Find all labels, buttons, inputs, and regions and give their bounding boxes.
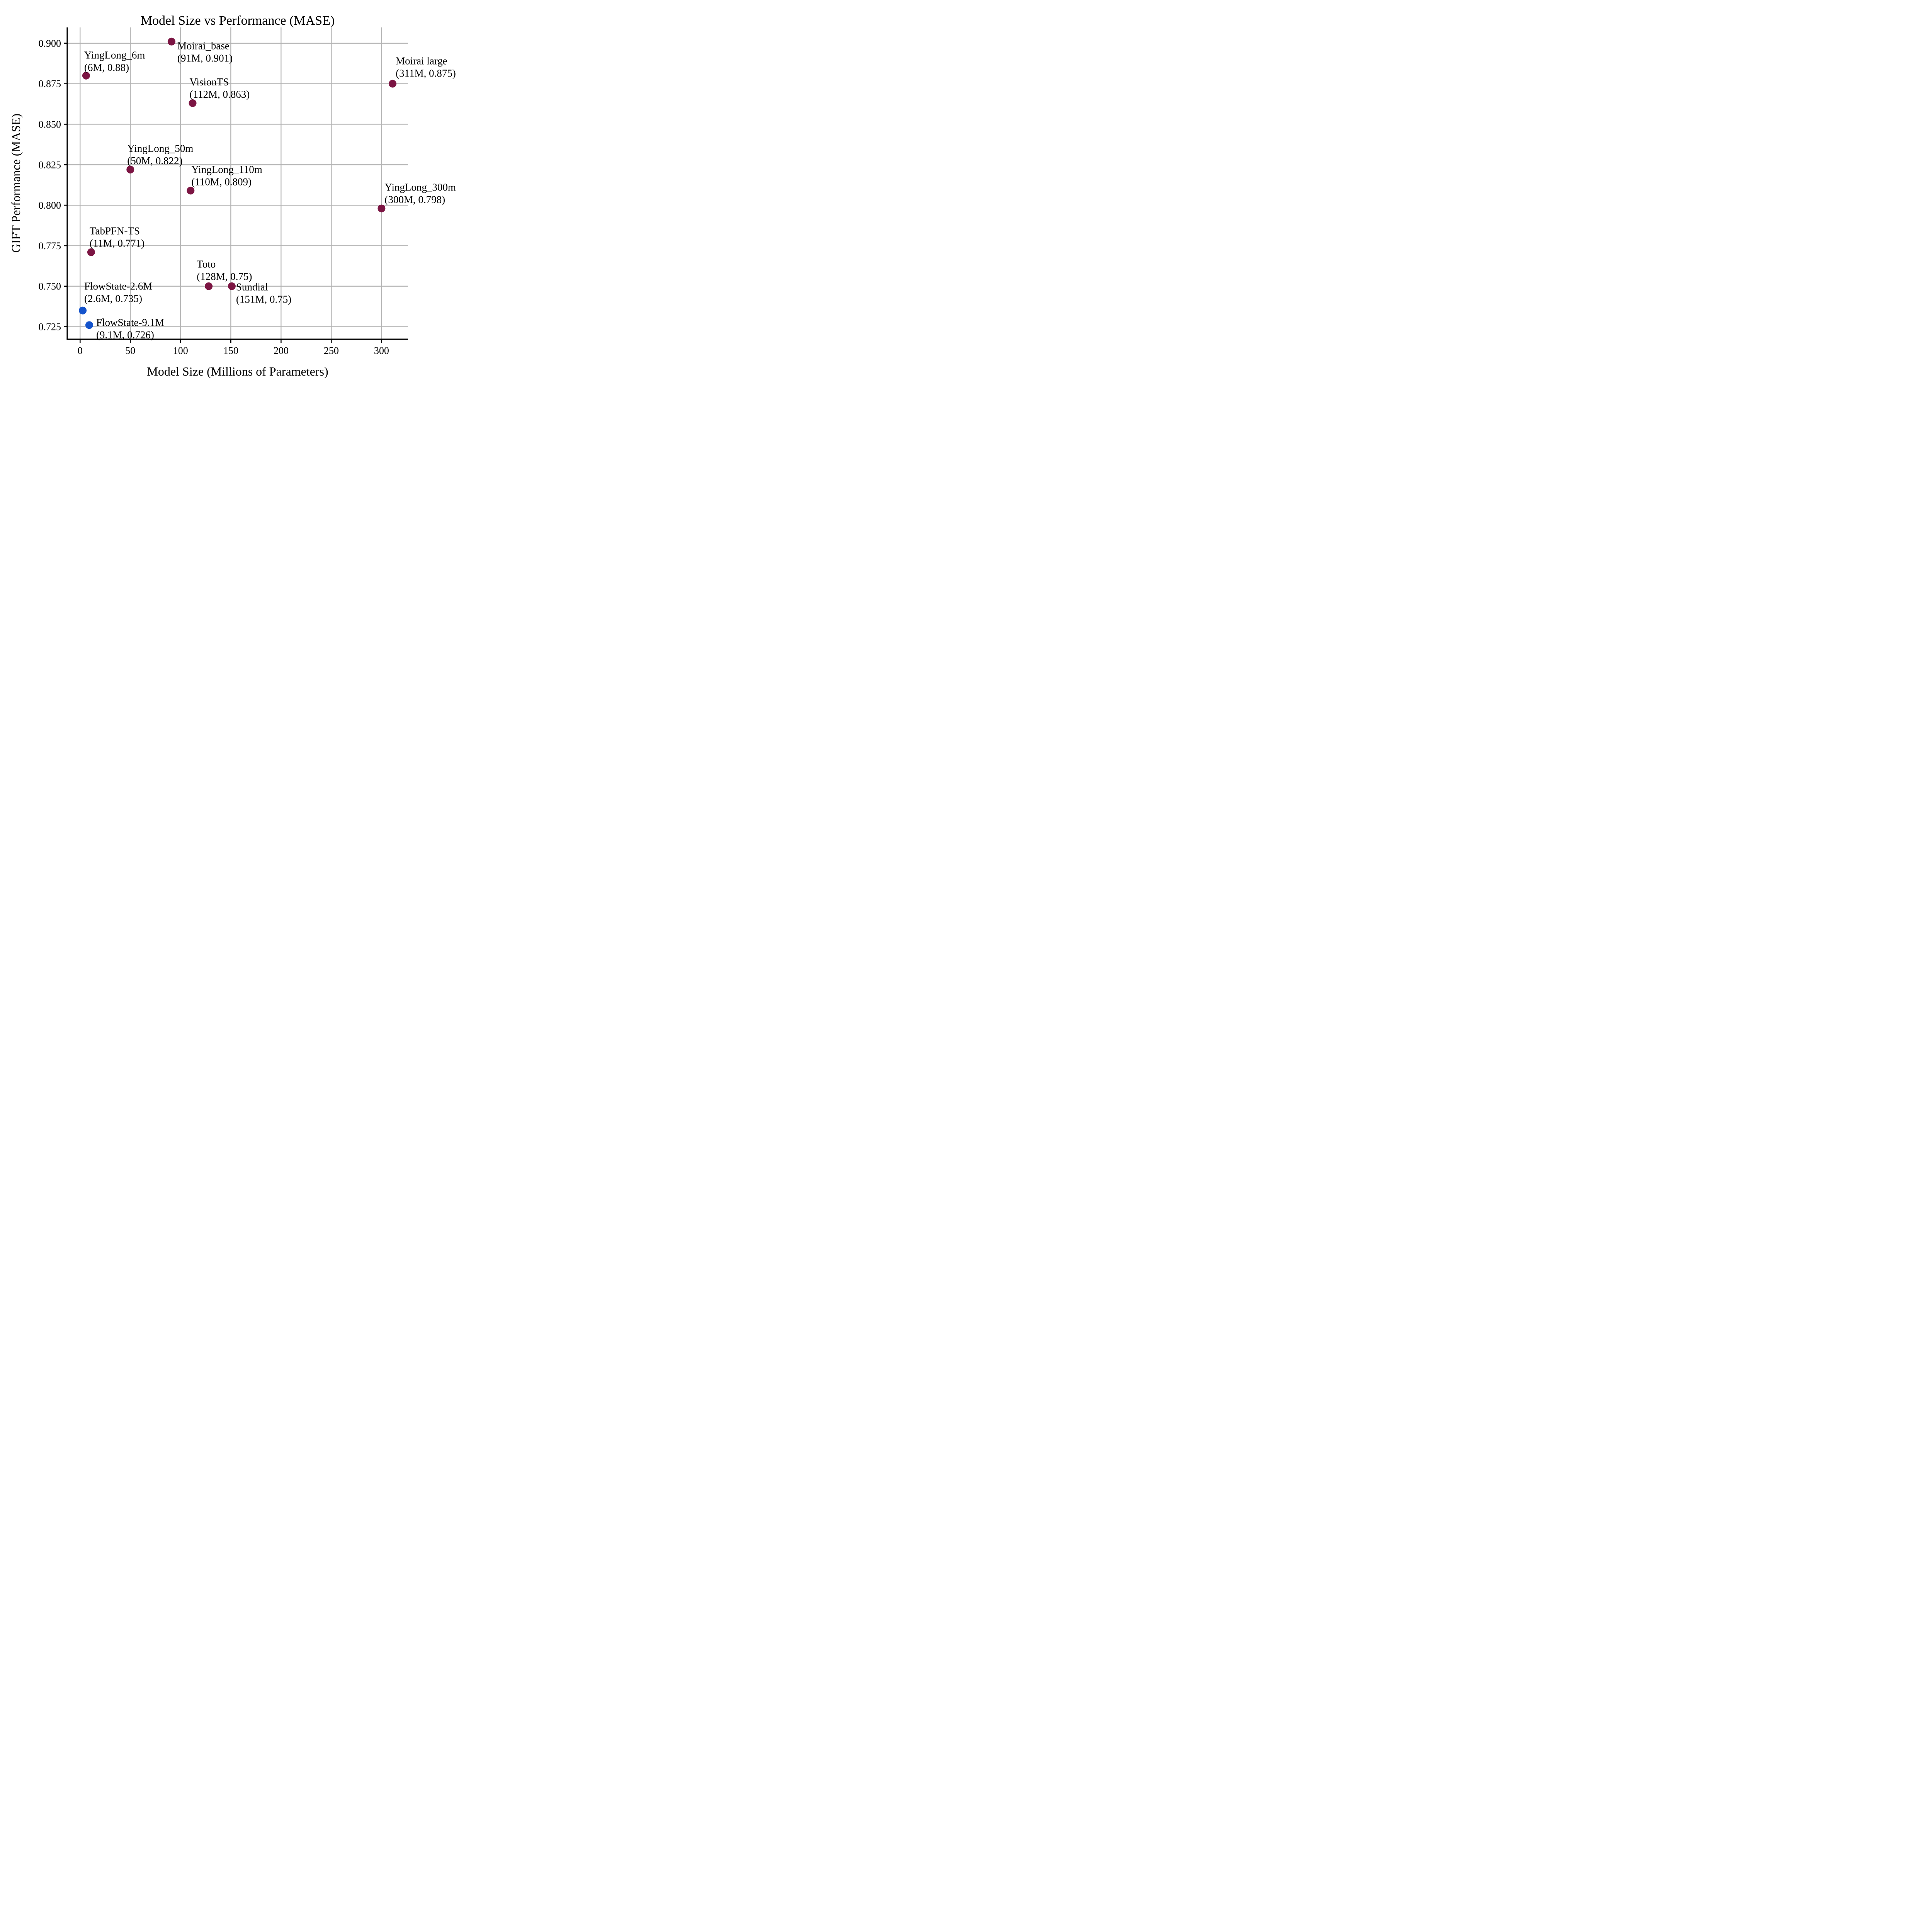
data-point-Moirai_base bbox=[167, 37, 175, 46]
data-point-FlowState-2.6M bbox=[79, 306, 87, 315]
data-point-YingLong_300m bbox=[378, 204, 386, 213]
x-tick-label-5: 250 bbox=[324, 345, 339, 356]
annotation-line: (110M, 0.809) bbox=[191, 176, 252, 187]
annotation-FlowState-9.1M: FlowState-9.1M (9.1M, 0.726) bbox=[96, 316, 164, 340]
annotation-line: (300M, 0.798) bbox=[384, 194, 445, 205]
annotation-line: (11M, 0.771) bbox=[90, 238, 145, 249]
annotation-line: YingLong_300m bbox=[384, 181, 456, 193]
annotation-YingLong_6m: YingLong_6m (6M, 0.88) bbox=[84, 49, 145, 73]
x-tick-label-6: 300 bbox=[374, 345, 389, 356]
chart-title: Model Size vs Performance (MASE) bbox=[141, 14, 335, 28]
data-point-YingLong_6m bbox=[82, 71, 90, 80]
y-tick-label-2: 0.775 bbox=[39, 240, 61, 252]
annotation-line: TabPFN-TS bbox=[90, 225, 140, 237]
annotation-line: (311M, 0.875) bbox=[396, 68, 456, 79]
scatter-figure: 0 50 100 150 200 250 300 0.725 0.750 0.775 0.800 0.… bbox=[0, 0, 464, 386]
y-tick-label-0: 0.725 bbox=[39, 321, 61, 333]
data-point-Sundial bbox=[228, 282, 236, 290]
annotations-layer: YingLong_6m (6M, 0.88) Moirai_base (91M, 0.… bbox=[84, 40, 456, 341]
x-tick-label-2: 100 bbox=[173, 345, 188, 356]
annotation-line: Moirai_base bbox=[177, 40, 230, 52]
annotation-line: (50M, 0.822) bbox=[127, 155, 182, 167]
annotation-line: Toto bbox=[197, 259, 216, 270]
annotation-Toto: Toto (128M, 0.75) bbox=[197, 259, 252, 282]
data-point-YingLong_50m bbox=[126, 165, 134, 173]
y-tick-label-6: 0.875 bbox=[39, 78, 61, 90]
x-tick-label-1: 50 bbox=[125, 345, 135, 356]
annotation-YingLong_300m: YingLong_300m (300M, 0.798) bbox=[384, 181, 456, 205]
annotation-line: YingLong_110m bbox=[191, 163, 262, 175]
data-point-YingLong_110m bbox=[187, 187, 195, 195]
annotation-line: (128M, 0.75) bbox=[197, 271, 252, 282]
data-point-VisionTS bbox=[189, 99, 197, 107]
annotation-Moirai large: Moirai large (311M, 0.875) bbox=[396, 55, 456, 79]
annotation-Sundial: Sundial (151M, 0.75) bbox=[236, 281, 291, 305]
data-point-FlowState-9.1M bbox=[85, 321, 93, 329]
annotation-line: YingLong_6m bbox=[84, 49, 145, 61]
data-point-Moirai large bbox=[388, 80, 396, 88]
y-tick-label-1: 0.750 bbox=[39, 281, 61, 292]
annotation-line: Sundial bbox=[236, 281, 268, 293]
annotation-TabPFN-TS: TabPFN-TS (11M, 0.771) bbox=[90, 225, 145, 249]
annotation-line: (9.1M, 0.726) bbox=[96, 329, 154, 340]
annotation-line: VisionTS bbox=[190, 76, 229, 88]
y-tick-label-3: 0.800 bbox=[39, 200, 61, 211]
annotation-VisionTS: VisionTS (112M, 0.863) bbox=[190, 76, 250, 100]
x-tick-label-3: 150 bbox=[223, 345, 238, 356]
y-tick-label-5: 0.850 bbox=[39, 119, 61, 130]
x-tick-label-0: 0 bbox=[78, 345, 83, 356]
y-tick-label-4: 0.825 bbox=[39, 159, 61, 170]
data-point-Toto bbox=[205, 282, 213, 290]
annotation-line: (112M, 0.863) bbox=[190, 88, 250, 100]
annotation-line: Moirai large bbox=[396, 55, 447, 67]
x-axis-label: Model Size (Millions of Parameters) bbox=[147, 364, 328, 378]
annotation-Moirai_base: Moirai_base (91M, 0.901) bbox=[177, 40, 233, 64]
axes-layer: 0 50 100 150 200 250 300 0.725 0.750 0.775 0.800 0.… bbox=[39, 27, 408, 356]
annotation-line: (151M, 0.75) bbox=[236, 294, 291, 305]
annotation-line: FlowState-2.6M bbox=[84, 281, 152, 292]
annotation-FlowState-2.6M: FlowState-2.6M (2.6M, 0.735) bbox=[84, 281, 152, 304]
annotation-line: (2.6M, 0.735) bbox=[84, 293, 142, 304]
y-tick-label-7: 0.900 bbox=[39, 38, 61, 49]
points-layer bbox=[79, 37, 396, 329]
annotation-line: (91M, 0.901) bbox=[177, 53, 233, 64]
y-axis-label: GIFT Performance (MASE) bbox=[9, 114, 23, 253]
annotation-line: YingLong_50m bbox=[127, 143, 193, 154]
grid-layer bbox=[67, 27, 408, 339]
annotation-YingLong_50m: YingLong_50m (50M, 0.822) bbox=[127, 143, 193, 167]
scatter-plot: 0 50 100 150 200 250 300 0.725 0.750 0.775 0.800 0.… bbox=[9, 14, 456, 378]
annotation-YingLong_110m: YingLong_110m (110M, 0.809) bbox=[191, 163, 262, 187]
data-point-TabPFN-TS bbox=[87, 248, 95, 256]
x-tick-label-4: 200 bbox=[274, 345, 289, 356]
annotation-line: (6M, 0.88) bbox=[84, 62, 129, 73]
annotation-line: FlowState-9.1M bbox=[96, 316, 164, 328]
